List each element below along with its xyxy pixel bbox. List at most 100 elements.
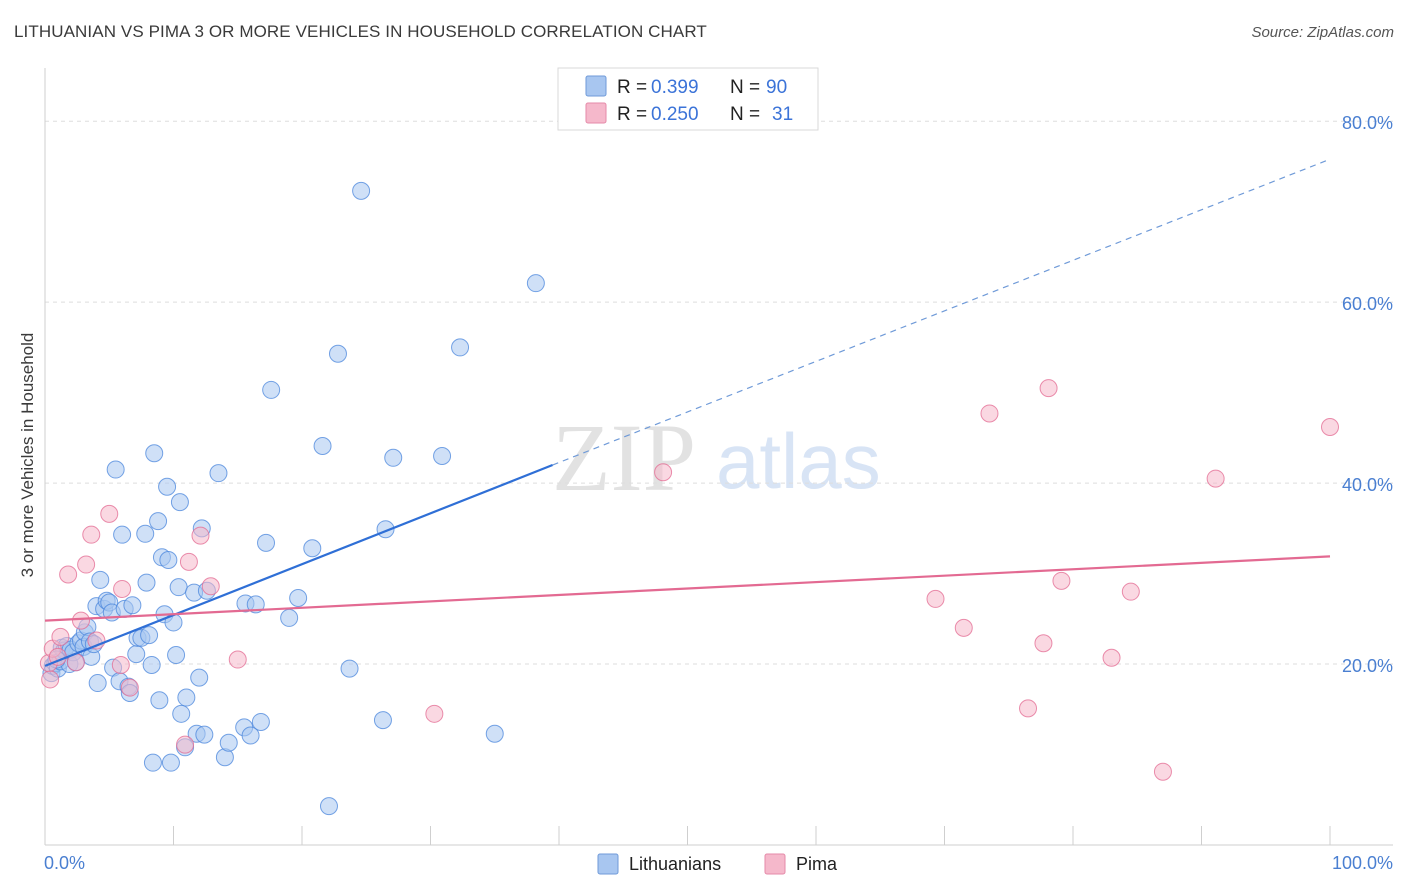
trend-lines xyxy=(44,158,1331,667)
y-tick-label: 40.0% xyxy=(1342,475,1393,495)
y-axis-label: 3 or more Vehicles in Household xyxy=(18,333,37,578)
bottom-legend-swatch-lithuanians xyxy=(597,853,619,875)
lithuanians-point xyxy=(177,688,196,707)
lithuanians-point xyxy=(136,524,155,543)
lithuanians-point xyxy=(303,539,322,558)
pima-point xyxy=(1039,379,1058,398)
y-tick-label: 80.0% xyxy=(1342,113,1393,133)
pima-point xyxy=(100,504,119,523)
pima-point xyxy=(954,618,973,637)
lithuanians-point xyxy=(113,525,132,544)
lithuanians-point xyxy=(170,493,189,512)
axes xyxy=(44,68,1393,846)
lithuanians-trend-extension xyxy=(552,158,1331,466)
pima-point xyxy=(111,655,130,674)
lithuanians-point xyxy=(195,725,214,744)
pima-point xyxy=(201,577,220,596)
lithuanians-point xyxy=(526,274,545,293)
pima-point xyxy=(926,589,945,608)
lithuanians-point xyxy=(106,460,125,479)
x-tick-label: 0.0% xyxy=(44,853,85,873)
lithuanians-point xyxy=(161,753,180,772)
watermark-zip: ZIP xyxy=(552,404,696,511)
lithuanians-point xyxy=(127,645,146,664)
pima-point xyxy=(980,404,999,423)
pima-point xyxy=(113,579,132,598)
pima-point xyxy=(176,735,195,754)
chart-title: LITHUANIAN VS PIMA 3 OR MORE VEHICLES IN… xyxy=(14,22,707,41)
lithuanians-point xyxy=(373,711,392,730)
lithuanians-point xyxy=(158,477,177,496)
pima-point xyxy=(77,555,96,574)
pima-point xyxy=(1019,699,1038,718)
lithuanians-point xyxy=(149,512,168,531)
lithuanians-point xyxy=(123,596,142,615)
pima-point xyxy=(228,650,247,669)
lithuanians-point xyxy=(91,570,110,589)
lithuanians-point xyxy=(384,448,403,467)
legend-n-value-1: 90 xyxy=(766,77,787,98)
y-tick-label: 20.0% xyxy=(1342,656,1393,676)
pima-point xyxy=(1153,762,1172,781)
pima-point xyxy=(71,611,90,630)
lithuanians-point xyxy=(433,446,452,465)
correlation-legend: R = 0.399 N = 90 R = 0.250 N = 31 xyxy=(557,67,819,131)
watermark-atlas: atlas xyxy=(716,417,881,505)
y-tick-label: 60.0% xyxy=(1342,294,1393,314)
pima-point xyxy=(191,526,210,545)
lithuanians-point xyxy=(219,733,238,752)
legend-swatch-lithuanians xyxy=(585,75,607,97)
lithuanians-point xyxy=(352,181,371,200)
lithuanians-point xyxy=(167,646,186,665)
pima-point xyxy=(179,552,198,571)
lithuanians-point xyxy=(257,533,276,552)
lithuanians-point xyxy=(319,797,338,816)
legend-swatch-pima xyxy=(585,102,607,124)
lithuanians-point xyxy=(142,655,161,674)
source-label: Source: ZipAtlas.com xyxy=(1251,24,1394,41)
lithuanians-point xyxy=(485,724,504,743)
lithuanians-point xyxy=(159,551,178,570)
lithuanians-point xyxy=(169,578,188,597)
pima-point xyxy=(1321,418,1339,437)
lithuanians-point xyxy=(137,573,156,592)
lithuanians-point xyxy=(241,726,260,745)
lithuanians-point xyxy=(143,753,162,772)
lithuanians-point xyxy=(262,380,281,399)
legend-n-label-2: N = xyxy=(730,104,760,125)
lithuanians-trend-line xyxy=(44,464,553,667)
legend-r-value-2: 0.250 xyxy=(651,104,699,125)
pima-point xyxy=(1052,571,1071,590)
legend-n-value-2: 31 xyxy=(772,104,793,125)
pima-point xyxy=(120,678,139,697)
bottom-legend-lithuanians: Lithuanians xyxy=(629,854,721,874)
bottom-legend-swatch-pima xyxy=(764,853,786,875)
pima-point xyxy=(1206,469,1225,488)
bottom-legend-pima: Pima xyxy=(796,854,838,874)
lithuanians-point xyxy=(140,626,159,645)
lithuanians-point xyxy=(328,344,347,363)
pima-point xyxy=(51,627,70,646)
legend-n-label-1: N = xyxy=(730,77,760,98)
lithuanians-point xyxy=(251,712,270,731)
pima-points xyxy=(39,379,1339,781)
lithuanians-point xyxy=(246,595,265,614)
pima-point xyxy=(82,525,101,544)
lithuanians-point xyxy=(340,659,359,678)
pima-point xyxy=(1102,648,1121,667)
lithuanians-point xyxy=(145,444,164,463)
legend-r-label-2: R = xyxy=(617,104,647,125)
lithuanians-point xyxy=(289,589,308,608)
lithuanians-point xyxy=(280,608,299,627)
lithuanians-point xyxy=(451,338,470,357)
grid-lines xyxy=(45,120,1393,665)
lithuanians-point xyxy=(209,464,228,483)
lithuanians-point xyxy=(88,674,107,693)
lithuanians-point xyxy=(172,704,191,723)
series-legend: Lithuanians Pima xyxy=(597,853,838,875)
pima-point xyxy=(1034,634,1053,653)
pima-point xyxy=(1121,582,1140,601)
pima-point xyxy=(59,565,78,584)
legend-r-label-1: R = xyxy=(617,77,647,98)
